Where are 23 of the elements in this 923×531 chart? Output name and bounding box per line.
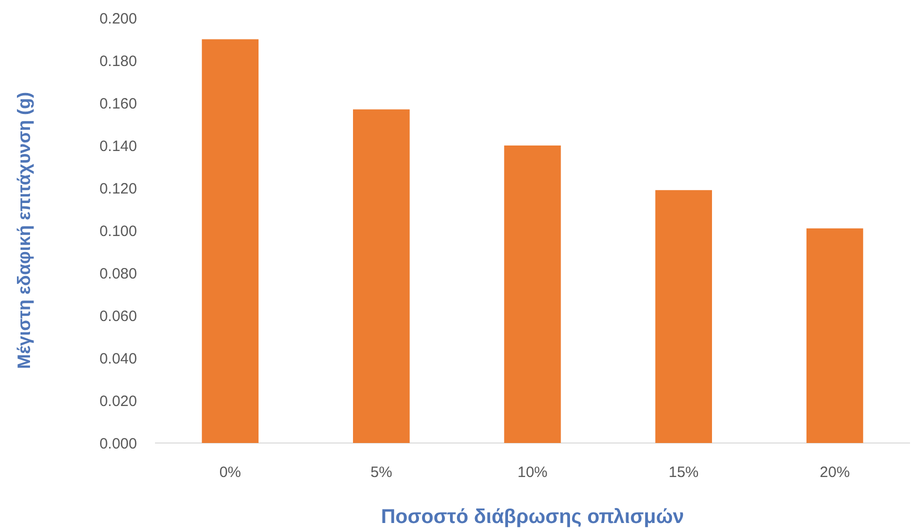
bar xyxy=(202,39,259,443)
y-tick-label: 0.040 xyxy=(99,350,137,368)
x-tick-label: 15% xyxy=(668,464,699,481)
y-tick-label: 0.060 xyxy=(99,308,137,325)
y-tick-label: 0.140 xyxy=(99,138,137,155)
x-tick-label: 5% xyxy=(370,464,392,481)
x-tick-label: 10% xyxy=(517,464,548,481)
bar xyxy=(353,109,410,443)
bar xyxy=(806,228,864,443)
x-tick-label: 20% xyxy=(820,464,850,481)
x-tick-label: 0% xyxy=(219,464,242,481)
y-tick-label: 0.160 xyxy=(99,95,137,112)
y-tick-label: 0.000 xyxy=(99,435,137,452)
x-axis-title: Ποσοστό διάβρωσης οπλισμών xyxy=(380,506,684,528)
y-tick-label: 0.120 xyxy=(99,180,137,198)
y-tick-label: 0.180 xyxy=(99,52,137,70)
y-tick-label: 0.080 xyxy=(99,265,137,282)
bar xyxy=(504,146,561,443)
y-tick-label: 0.200 xyxy=(99,10,137,28)
bar xyxy=(655,190,712,443)
y-tick-label: 0.020 xyxy=(99,392,137,410)
y-tick-label: 0.100 xyxy=(99,222,137,240)
y-axis-title: Μέγιστη εδαφική επιτάχυνση (g) xyxy=(14,92,34,369)
